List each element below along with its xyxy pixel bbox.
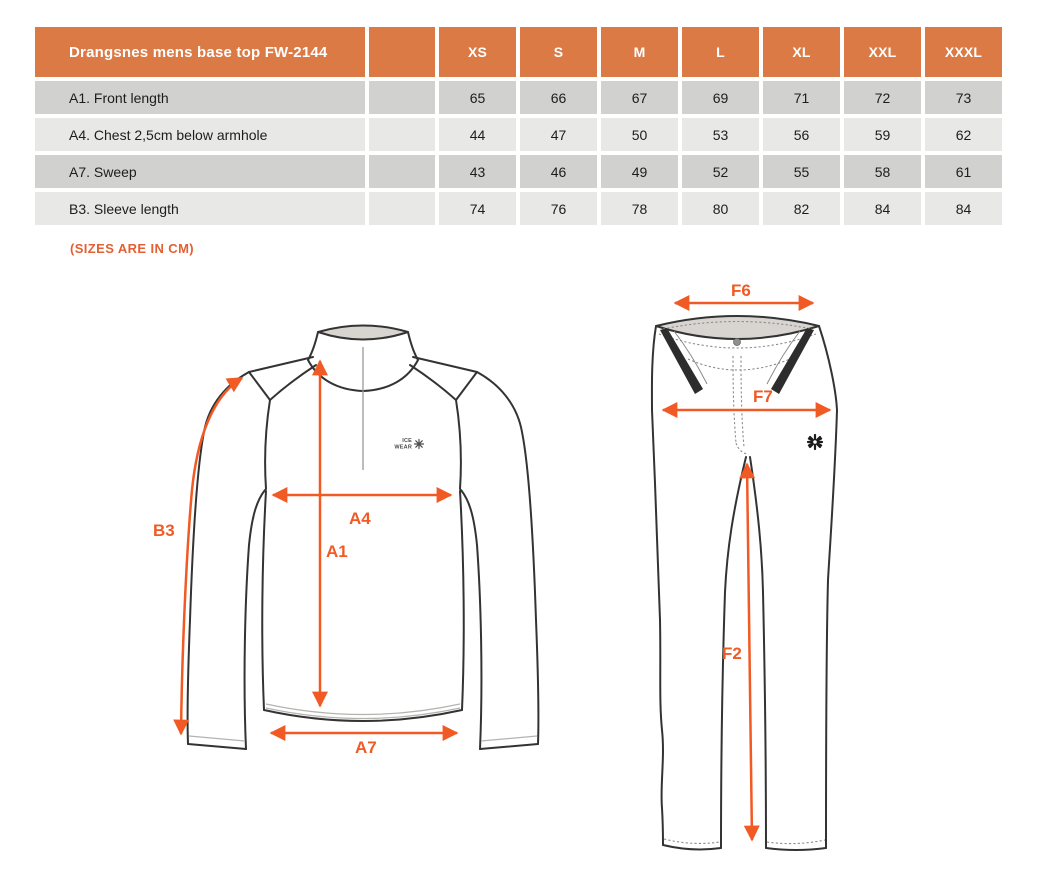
- spacer-cell: [369, 155, 435, 188]
- f2-label: F2: [722, 644, 742, 663]
- size-value: 56: [763, 118, 840, 151]
- size-value: 73: [925, 81, 1002, 114]
- size-value: 74: [439, 192, 516, 225]
- size-value: 82: [763, 192, 840, 225]
- snowflake-logo: [806, 433, 824, 451]
- size-col-header-l: L: [682, 27, 759, 77]
- row-label: A1. Front length: [35, 81, 365, 114]
- waist-button: [733, 338, 741, 346]
- size-value: 84: [844, 192, 921, 225]
- size-value: 59: [844, 118, 921, 151]
- row-label: A4. Chest 2,5cm below armhole: [35, 118, 365, 151]
- a1-label: A1: [326, 542, 348, 561]
- a7-label: A7: [355, 738, 377, 757]
- row-label: B3. Sleeve length: [35, 192, 365, 225]
- table-header-row: Drangsnes mens base top FW-2144 XS S M L…: [35, 27, 1002, 77]
- size-value: 46: [520, 155, 597, 188]
- size-col-header-s: S: [520, 27, 597, 77]
- size-col-header-xl: XL: [763, 27, 840, 77]
- size-value: 55: [763, 155, 840, 188]
- product-title: Drangsnes mens base top FW-2144: [35, 27, 365, 77]
- f2-arrow: [739, 462, 760, 842]
- table-row-chest: A4. Chest 2,5cm below armhole 44 47 50 5…: [35, 118, 1002, 151]
- size-value: 52: [682, 155, 759, 188]
- size-value: 49: [601, 155, 678, 188]
- size-value: 66: [520, 81, 597, 114]
- size-col-header-xxl: XXL: [844, 27, 921, 77]
- size-value: 71: [763, 81, 840, 114]
- size-value: 84: [925, 192, 1002, 225]
- size-value: 80: [682, 192, 759, 225]
- size-value: 78: [601, 192, 678, 225]
- spacer-cell: [369, 118, 435, 151]
- size-value: 44: [439, 118, 516, 151]
- shirt-outline: ICE WEAR: [186, 324, 540, 750]
- size-value: 69: [682, 81, 759, 114]
- a4-label: A4: [349, 509, 371, 528]
- f6-label: F6: [731, 281, 751, 300]
- b3-label: B3: [153, 521, 175, 540]
- size-table: Drangsnes mens base top FW-2144 XS S M L…: [31, 23, 1006, 229]
- size-value: 62: [925, 118, 1002, 151]
- size-value: 61: [925, 155, 1002, 188]
- size-value: 76: [520, 192, 597, 225]
- size-value: 53: [682, 118, 759, 151]
- table-row-front-length: A1. Front length 65 66 67 69 71 72 73: [35, 81, 1002, 114]
- size-value: 50: [601, 118, 678, 151]
- spacer-cell: [369, 81, 435, 114]
- table-row-sleeve-length: B3. Sleeve length 74 76 78 80 82 84 84: [35, 192, 1002, 225]
- units-note: (SIZES ARE IN CM): [70, 241, 195, 256]
- size-col-header-m: M: [601, 27, 678, 77]
- size-value: 47: [520, 118, 597, 151]
- collar-opening: [317, 324, 409, 341]
- snowflake-icon: [413, 438, 425, 450]
- size-value: 65: [439, 81, 516, 114]
- icewear-logo: ICE WEAR: [394, 438, 425, 451]
- left-pocket: [660, 328, 703, 394]
- spacer-header-cell: [369, 27, 435, 77]
- b3-arrow: [173, 376, 244, 736]
- spacer-cell: [369, 192, 435, 225]
- size-col-header-xxxl: XXXL: [925, 27, 1002, 77]
- shirt-measurements: B3 A4 A1 A7: [153, 359, 459, 757]
- waist-opening: [655, 315, 820, 340]
- pants-diagram: F6 F7 F2: [650, 281, 838, 851]
- size-col-header-xs: XS: [439, 27, 516, 77]
- pants-measurements: F6 F7 F2: [661, 281, 832, 842]
- table-row-sweep: A7. Sweep 43 46 49 52 55 58 61: [35, 155, 1002, 188]
- fly-stitch: [732, 355, 737, 444]
- pants-outline: [650, 315, 838, 851]
- size-value: 58: [844, 155, 921, 188]
- svg-text:ICE: ICE: [402, 438, 412, 444]
- right-pocket: [771, 328, 814, 394]
- row-label: A7. Sweep: [35, 155, 365, 188]
- f7-label: F7: [753, 387, 773, 406]
- size-value: 72: [844, 81, 921, 114]
- base-top-diagram: ICE WEAR B3 A4 A1 A7: [153, 324, 540, 757]
- size-value: 67: [601, 81, 678, 114]
- size-value: 43: [439, 155, 516, 188]
- svg-text:WEAR: WEAR: [394, 445, 412, 451]
